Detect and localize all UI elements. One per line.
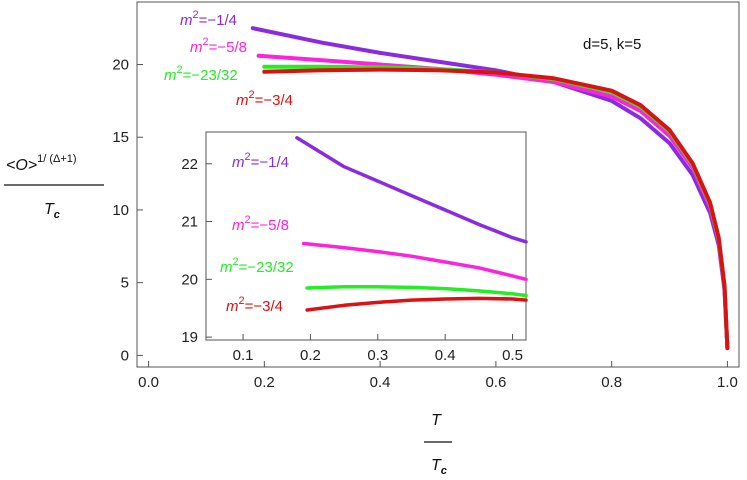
- series-label-rest: =−3/4: [245, 298, 283, 315]
- inset-x-tick-label: 0.5: [502, 347, 523, 364]
- y-label-numerator-base: <O>: [6, 157, 37, 174]
- series-label-sup: 2: [233, 256, 239, 268]
- inset-series-line-1: [301, 241, 528, 282]
- inset-series-line-2: [305, 285, 528, 298]
- main-series-label-3: m2=−3/4: [236, 89, 293, 109]
- y-axis-label: <O>1/ (Δ+1) Tc: [4, 153, 104, 221]
- main-y-tick-label: 10: [112, 202, 129, 219]
- main-x-tick-label: 0.0: [138, 374, 159, 391]
- main-y-tick-label: 0: [121, 347, 129, 364]
- series-label-rest: =−1/4: [251, 154, 289, 171]
- main-series-label-1: m2=−5/8: [190, 36, 247, 56]
- main-y-tick-label: 20: [112, 57, 129, 74]
- series-label-base: m: [190, 39, 203, 56]
- inset-y-tick-label: 19: [181, 329, 198, 346]
- x-axis-label: T Tc: [424, 412, 452, 477]
- series-label-sup: 2: [193, 9, 199, 21]
- y-label-exponent: 1/ (Δ+1): [37, 153, 76, 165]
- inset-y-tick-label: 22: [181, 156, 198, 173]
- series-label-sup: 2: [245, 214, 251, 226]
- inset-series-label-2: m2=−23/32: [220, 256, 294, 276]
- main-series-label-0: m2=−1/4: [180, 9, 237, 29]
- x-label-denominator-base: T: [431, 457, 442, 474]
- inset-x-tick-label: 0.4: [435, 347, 456, 364]
- x-label-numerator: T: [431, 412, 442, 429]
- series-label-base: m: [236, 92, 249, 109]
- inset-series-label-3: m2=−3/4: [226, 295, 283, 315]
- main-x-tick-label: 0.6: [485, 374, 506, 391]
- series-label-rest: =−5/8: [209, 39, 247, 56]
- main-x-tick-label: 0.8: [601, 374, 622, 391]
- y-label-denominator-base: T: [44, 201, 55, 218]
- inset-x-tick-label: 0.3: [367, 347, 388, 364]
- inset-series-line-0: [295, 136, 528, 244]
- main-y-ticks: 0 5 10 15 20: [112, 57, 143, 364]
- series-label-base: m: [220, 259, 233, 276]
- inset-y-tick-label: 21: [181, 214, 198, 231]
- series-label-sup: 2: [239, 295, 245, 307]
- series-label-rest: =−23/32: [239, 259, 294, 276]
- inset-y-tick-label: 20: [181, 271, 198, 288]
- main-plot-frame: [136, 1, 740, 368]
- inset-x-tick-label: 0.2: [300, 347, 321, 364]
- series-label-sup: 2: [245, 151, 251, 163]
- main-y-tick-label: 5: [121, 275, 129, 292]
- series-label-rest: =−5/8: [251, 217, 289, 234]
- inset-plot-frame: [205, 131, 527, 341]
- series-label-sup: 2: [249, 89, 255, 101]
- series-label-base: m: [226, 298, 239, 315]
- inset-y-ticks: 19 20 21 22: [181, 156, 212, 346]
- annotation-text: d=5, k=5: [583, 36, 641, 53]
- series-label-base: m: [164, 67, 177, 84]
- main-y-tick-label: 15: [112, 129, 129, 146]
- inset-series-label-0: m2=−1/4: [232, 151, 289, 171]
- main-series: [250, 26, 730, 351]
- main-series-line-3: [262, 67, 730, 351]
- x-label-denominator: Tc: [431, 457, 447, 477]
- inset-plot-background: [206, 132, 526, 340]
- main-x-tick-label: 1.0: [717, 374, 738, 391]
- series-label-rest: =−3/4: [255, 92, 293, 109]
- series-label-base: m: [232, 154, 245, 171]
- inset-series: [295, 136, 528, 312]
- inset-series-label-1: m2=−5/8: [232, 214, 289, 234]
- series-label-base: m: [180, 12, 193, 29]
- main-x-ticks: 0.0 0.2 0.4 0.6 0.8 1.0: [138, 361, 738, 391]
- main-x-tick-label: 0.2: [254, 374, 275, 391]
- series-label-sup: 2: [203, 36, 209, 48]
- series-label-rest: =−1/4: [199, 12, 237, 29]
- inset-series-line-3: [305, 296, 528, 312]
- series-label-rest: =−23/32: [183, 67, 238, 84]
- main-series-label-2: m2=−23/32: [164, 64, 238, 84]
- inset-x-tick-label: 0.1: [233, 347, 254, 364]
- x-label-denominator-sub: c: [441, 465, 447, 477]
- main-x-tick-label: 0.4: [370, 374, 391, 391]
- y-label-numerator: <O>1/ (Δ+1): [6, 153, 77, 174]
- series-label-base: m: [232, 217, 245, 234]
- series-label-sup: 2: [177, 64, 183, 76]
- inset-x-ticks: 0.1 0.2 0.3 0.4 0.5: [233, 334, 523, 364]
- y-label-denominator: Tc: [44, 201, 60, 221]
- y-label-denominator-sub: c: [54, 209, 60, 221]
